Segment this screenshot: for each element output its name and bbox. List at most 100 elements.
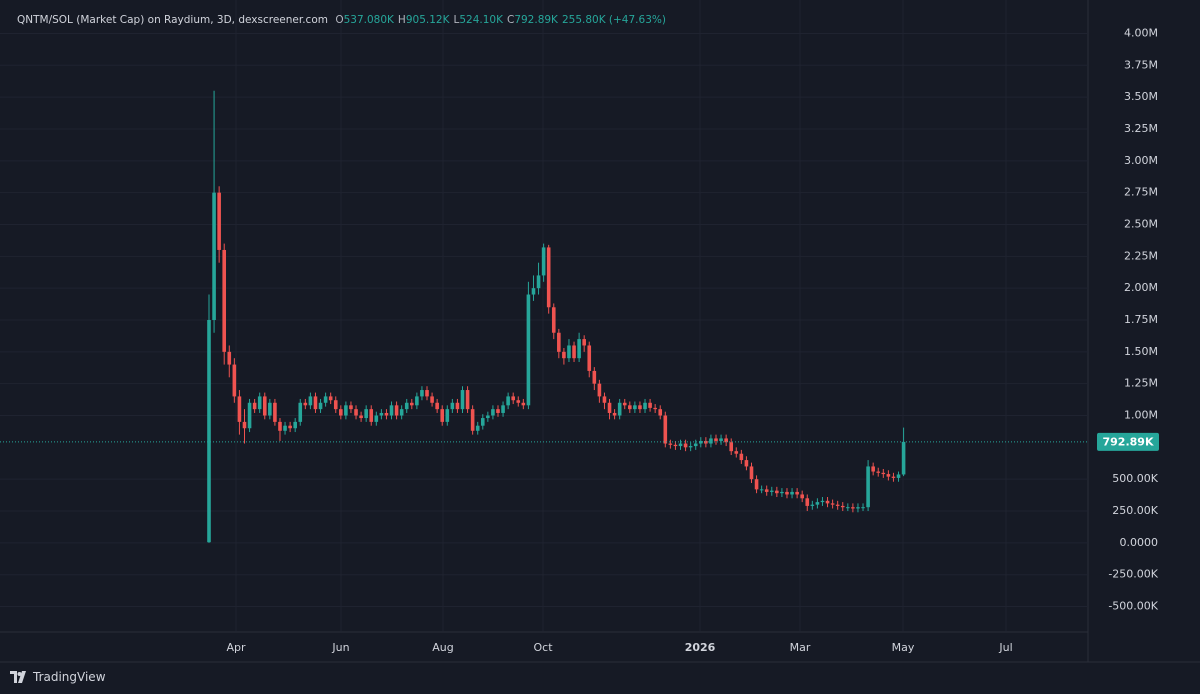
y-tick-label: 2.50M [1124,217,1158,230]
candle-body [521,402,526,406]
candle-body [440,409,445,422]
candle-body [475,425,480,431]
candle-body [333,400,338,410]
y-tick-label: 2.25M [1124,249,1158,262]
legend-change: 255.80K (+47.63%) [561,14,666,26]
candle-body [851,507,855,509]
candle-body [252,402,257,410]
candle-body [780,491,784,494]
candle-body [247,402,252,429]
candle-body [283,425,287,431]
last-price-badge [1097,432,1159,451]
candle-body [273,402,277,422]
y-tick-label: 1.75M [1124,313,1158,326]
candle-body [764,489,769,492]
x-tick-label: May [892,641,915,654]
x-tick-label: Jul [998,641,1012,654]
y-tick-label: 500.00K [1112,472,1158,485]
candle-body [379,412,384,416]
candle-body [805,498,810,506]
candle-body [577,339,581,359]
candle-body [688,446,693,448]
candle-body [242,421,247,429]
candle-body [455,402,460,410]
y-tick-label: 3.00M [1124,154,1158,167]
candle-body [506,396,510,406]
candle-body [496,409,500,413]
candle-body [769,490,774,492]
x-tick-label: Mar [790,641,811,654]
candle-body [546,247,551,308]
candle-body [450,402,455,410]
last-price-label: 792.89K [1103,435,1154,448]
candle-body [536,275,541,289]
candle-body [445,409,450,422]
candle-body [759,489,764,491]
candle-body [820,500,825,503]
candle-body [384,412,389,416]
candle-body [526,294,531,406]
candle-body [612,412,617,416]
legend-key: O [335,14,344,26]
candle-body [693,443,698,447]
candle-body [257,396,262,410]
legend-value: 792.89K [514,14,558,26]
candle-body [653,407,657,410]
candle-body [643,402,647,410]
candle-body [698,440,703,444]
y-tick-label: -500.00K [1108,600,1158,613]
candle-body [420,390,424,397]
candle-body [744,460,749,467]
candle-body [551,307,556,333]
candle-body [511,396,515,401]
x-tick-label: Aug [432,641,453,654]
candle-body [739,453,744,461]
x-tick-label: Jun [331,641,349,654]
candle-body [663,415,668,444]
candle-body [714,438,718,441]
candle-body [846,507,850,509]
candle-body [835,504,840,506]
candle-body [896,474,901,478]
candle-body [602,396,607,403]
candle-body [628,405,632,410]
candle-body [790,491,794,495]
candle-body [425,390,429,397]
candle-body [308,396,313,406]
candle-body [303,402,308,406]
brand-name[interactable]: TradingView [33,670,106,684]
candle-body [232,364,237,397]
legend-value: 537.080K [343,14,394,26]
candle-body [227,351,232,365]
legend-key: H [397,14,406,26]
candle-body [866,466,870,508]
candle-body [501,405,505,413]
candle-body [344,405,348,416]
y-tick-label: 2.75M [1124,186,1158,199]
candle-body [572,345,576,359]
candle-body [719,438,723,441]
candle-body [323,396,328,403]
candle-body [638,405,642,410]
candle-body [410,402,414,406]
candle-body [668,443,673,445]
candle-body [597,383,602,397]
candle-body [800,494,804,499]
candle-body [871,466,875,472]
candle-body [404,402,409,410]
legend-key: C [506,14,515,26]
candle-body [648,402,652,408]
candle-body [470,409,475,431]
legend-key: L [453,14,460,26]
candle-body [582,339,586,346]
candle-body [288,425,292,429]
candle-body [293,421,297,429]
candle-body [328,396,333,401]
candle-body [678,443,683,447]
candle-body [749,466,754,480]
candle-body [562,351,566,359]
chart-title: QNTM/SOL (Market Cap) on Raydium, 3D, de… [17,14,328,26]
candle-body [658,409,663,416]
